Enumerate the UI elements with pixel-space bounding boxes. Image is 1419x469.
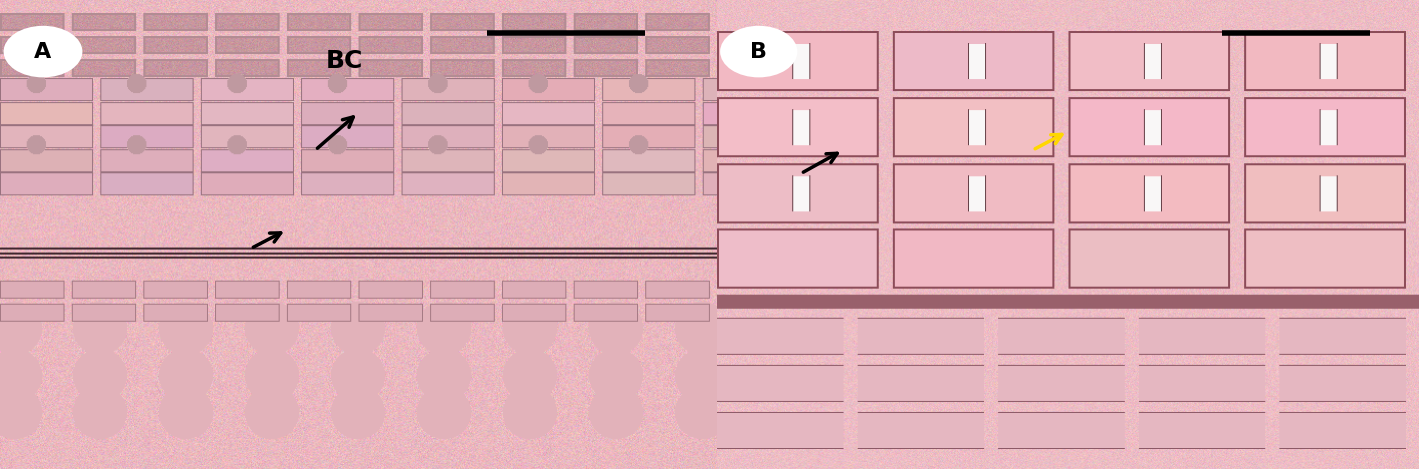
Text: A: A <box>34 42 51 61</box>
Circle shape <box>4 26 82 77</box>
Circle shape <box>719 26 797 77</box>
Text: B: B <box>751 42 768 61</box>
Text: BC: BC <box>325 49 363 73</box>
